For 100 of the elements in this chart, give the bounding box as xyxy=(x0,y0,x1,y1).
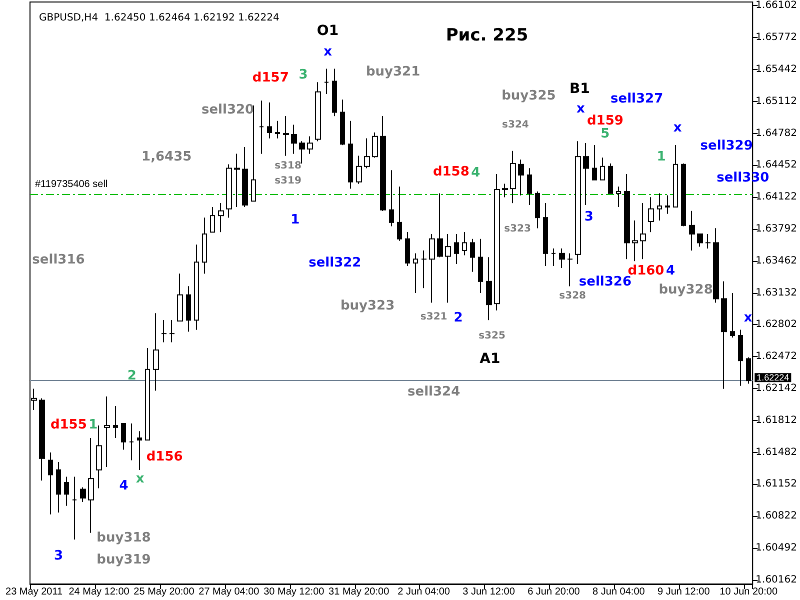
candlestick xyxy=(283,116,289,156)
candlestick xyxy=(39,398,45,482)
annotation: buy325 xyxy=(502,88,556,104)
y-tick-label: 1.64782 xyxy=(756,128,798,139)
candlestick xyxy=(551,248,556,266)
candlestick xyxy=(275,120,280,139)
annotation: buy321 xyxy=(366,64,420,80)
x-tick-label: 10 Jun 20:00 xyxy=(720,586,778,598)
candlestick xyxy=(129,423,134,461)
y-tick-label: 1.61812 xyxy=(756,414,798,426)
annotation: 5 xyxy=(600,126,610,142)
candlestick xyxy=(72,476,77,540)
x-tick-label: 8 Jun 04:00 xyxy=(592,586,646,598)
candlestick xyxy=(583,142,589,206)
y-tick-label: 1.61152 xyxy=(756,478,798,490)
annotation: buy319 xyxy=(96,552,151,568)
annotation: 2 xyxy=(127,368,136,384)
candlestick xyxy=(648,196,654,233)
annotation: d158 xyxy=(432,164,470,180)
candlestick xyxy=(510,150,516,204)
y-tick-label: 1.60492 xyxy=(756,542,798,554)
candlestick xyxy=(161,320,167,343)
x-tick-label: 25 May 20:00 xyxy=(134,586,195,598)
annotation: 2 xyxy=(454,310,463,326)
candlestick xyxy=(315,82,321,142)
candlestick xyxy=(121,423,126,450)
y-tick-label: 1.62802 xyxy=(756,319,798,330)
annotation: s325 xyxy=(478,330,506,342)
candlestick xyxy=(543,202,548,266)
candlestick xyxy=(657,192,662,221)
candlestick xyxy=(145,348,150,440)
annotation: 3 xyxy=(584,210,594,224)
candlestick xyxy=(56,462,61,513)
candlestick xyxy=(88,438,94,534)
annotation: A1 xyxy=(480,351,500,367)
candlestick xyxy=(397,186,402,242)
x-tick-label: 23 May 2011 xyxy=(6,586,64,598)
candlestick xyxy=(413,252,418,294)
candlestick xyxy=(194,244,199,330)
candlestick xyxy=(226,164,232,218)
candlestick xyxy=(267,102,272,139)
annotation: 1 xyxy=(290,212,300,228)
annotation: sell327 xyxy=(610,92,664,106)
candlestick xyxy=(462,232,467,256)
candlestick xyxy=(454,234,459,264)
x-tick-label: 2 Jun 04:00 xyxy=(398,586,450,598)
y-tick-label: 1.65442 xyxy=(756,64,798,75)
candlestick xyxy=(713,228,719,304)
candlestick xyxy=(242,146,248,208)
candlestick xyxy=(730,292,735,338)
annotation: d159 xyxy=(586,114,624,128)
candlestick xyxy=(535,190,540,229)
annotation: s319 xyxy=(274,176,302,186)
x-tick-label: 27 May 04:00 xyxy=(198,586,260,598)
annotation: d155 xyxy=(50,418,87,432)
candlestick xyxy=(738,329,743,386)
annotation: buy318 xyxy=(96,530,151,546)
y-tick-label: 1.63462 xyxy=(756,255,798,266)
candlestick xyxy=(64,476,69,506)
candlestick xyxy=(600,157,605,180)
candlestick xyxy=(218,202,224,233)
candlestick xyxy=(137,430,142,470)
annotation: s328 xyxy=(559,290,586,302)
candlestick xyxy=(559,248,565,268)
candlestick xyxy=(673,144,678,208)
candlestick xyxy=(259,100,264,154)
text: Рис. 225 xyxy=(446,26,528,46)
candlestick xyxy=(48,452,53,515)
ref-line-label: 1.62224 xyxy=(756,372,790,383)
y-tick-label: 1.60162 xyxy=(756,574,798,586)
candlestick xyxy=(689,210,695,251)
annotation: sell326 xyxy=(578,274,632,290)
candlestick xyxy=(340,99,345,146)
y-tick-label: 1.62472 xyxy=(756,351,798,362)
candlestick xyxy=(640,202,646,260)
y-tick-label: 1.65112 xyxy=(756,96,798,107)
annotation: s321 xyxy=(420,312,448,322)
x-tick-label: 9 Jun 12:00 xyxy=(658,586,710,598)
ref-line-label: #119735406 sell xyxy=(35,178,108,190)
annotation: buy323 xyxy=(340,298,395,314)
candlestick xyxy=(624,174,630,260)
annotation: sell322 xyxy=(308,256,362,270)
annotation: B1 xyxy=(569,81,590,97)
annotation: buy328 xyxy=(658,282,713,298)
annotation: s318 xyxy=(274,160,302,172)
annotation: 3 xyxy=(298,68,308,82)
annotation: s323 xyxy=(504,224,531,234)
candlestick xyxy=(616,186,621,208)
annotation: x xyxy=(673,120,682,136)
y-tick-label: 1.63792 xyxy=(756,224,798,234)
text: GBPUSD,H4 1.62450 1.62464 1.62192 1.62224 xyxy=(39,12,280,24)
annotation: 3 xyxy=(54,548,64,564)
x-tick-label: 3 Jun 12:00 xyxy=(462,586,516,598)
candlestick xyxy=(608,162,613,194)
candlestick xyxy=(632,220,638,262)
annotation: sell324 xyxy=(408,384,460,400)
candlestick xyxy=(697,234,703,248)
candlestick xyxy=(592,144,597,180)
candlestick xyxy=(104,396,110,468)
y-tick-label: 1.60822 xyxy=(756,510,798,522)
